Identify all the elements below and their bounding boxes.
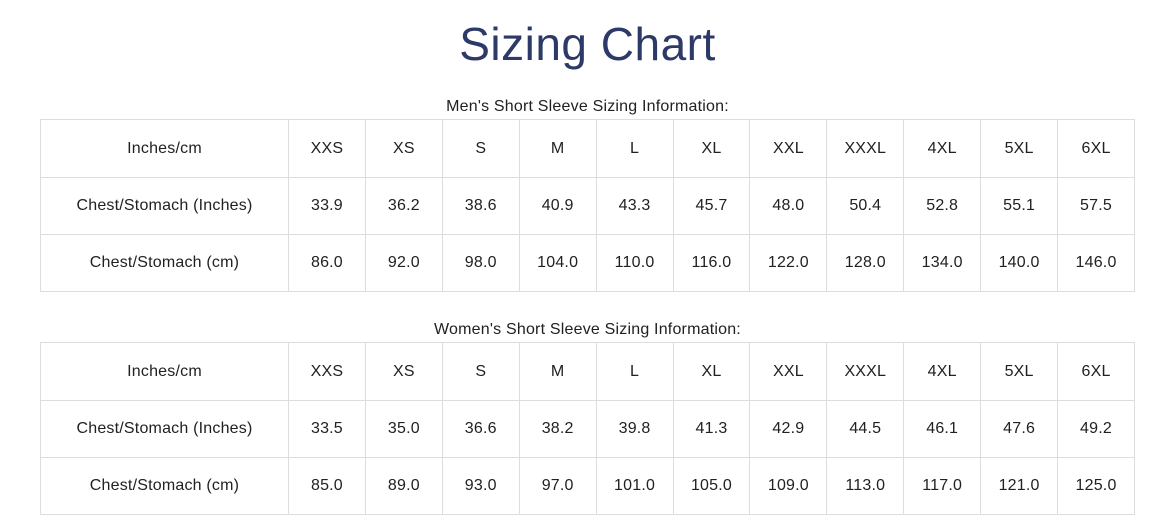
size-value-cell: 104.0 xyxy=(518,234,597,292)
size-value-cell: 49.2 xyxy=(1057,400,1135,458)
womens-sizing-table: Inches/cm XXS XS S M L XL XXL XXXL 4XL 5XL 6XL Chest… xyxy=(40,342,1135,515)
size-value-cell: 44.5 xyxy=(826,400,905,458)
size-value-cell: 89.0 xyxy=(364,457,443,515)
size-value-cell: 48.0 xyxy=(749,177,828,235)
size-value-cell: 128.0 xyxy=(826,234,905,292)
size-column-header: S xyxy=(441,342,520,401)
size-value-cell: 92.0 xyxy=(364,234,443,292)
size-value-cell: 122.0 xyxy=(749,234,828,292)
size-column-header: 4XL xyxy=(903,119,982,178)
size-value-cell: 101.0 xyxy=(595,457,674,515)
size-value-cell: 38.6 xyxy=(441,177,520,235)
mens-sizing-section: Men's Short Sleeve Sizing Information: I… xyxy=(40,97,1135,292)
size-value-cell: 45.7 xyxy=(672,177,751,235)
row-label: Chest/Stomach (cm) xyxy=(40,234,289,292)
size-value-cell: 125.0 xyxy=(1057,457,1135,515)
row-label: Chest/Stomach (Inches) xyxy=(40,400,289,458)
size-value-cell: 98.0 xyxy=(441,234,520,292)
size-column-header: XL xyxy=(672,342,751,401)
table-row: Chest/Stomach (cm) 85.0 89.0 93.0 97.0 101.0 1… xyxy=(40,457,1135,515)
size-column-header: S xyxy=(441,119,520,178)
size-value-cell: 146.0 xyxy=(1057,234,1135,292)
mens-section-heading: Men's Short Sleeve Sizing Information: xyxy=(446,98,729,115)
units-column-header: Inches/cm xyxy=(40,342,289,401)
header-row: Inches/cm XXS XS S M L XL XXL XXXL 4XL 5XL 6XL xyxy=(40,342,1135,401)
size-column-header: XS xyxy=(364,119,443,178)
womens-sizing-section: Women's Short Sleeve Sizing Information:… xyxy=(40,320,1135,515)
table-row: Chest/Stomach (Inches) 33.9 36.2 38.6 40.9 43… xyxy=(40,177,1135,235)
size-value-cell: 38.2 xyxy=(518,400,597,458)
size-value-cell: 46.1 xyxy=(903,400,982,458)
size-value-cell: 105.0 xyxy=(672,457,751,515)
mens-sizing-table: Inches/cm XXS XS S M L XL XXL XXXL 4XL 5XL 6XL Chest… xyxy=(40,119,1135,292)
size-value-cell: 57.5 xyxy=(1057,177,1135,235)
size-value-cell: 47.6 xyxy=(980,400,1059,458)
row-label: Chest/Stomach (cm) xyxy=(40,457,289,515)
size-value-cell: 35.0 xyxy=(364,400,443,458)
size-value-cell: 36.6 xyxy=(441,400,520,458)
size-value-cell: 41.3 xyxy=(672,400,751,458)
size-value-cell: 85.0 xyxy=(288,457,366,515)
size-value-cell: 42.9 xyxy=(749,400,828,458)
size-column-header: XS xyxy=(364,342,443,401)
size-value-cell: 110.0 xyxy=(595,234,674,292)
size-value-cell: 43.3 xyxy=(595,177,674,235)
size-column-header: 5XL xyxy=(980,119,1059,178)
size-column-header: XXXL xyxy=(826,119,905,178)
size-value-cell: 55.1 xyxy=(980,177,1059,235)
size-value-cell: 33.5 xyxy=(288,400,366,458)
size-value-cell: 97.0 xyxy=(518,457,597,515)
size-value-cell: 113.0 xyxy=(826,457,905,515)
size-value-cell: 134.0 xyxy=(903,234,982,292)
size-column-header: XL xyxy=(672,119,751,178)
table-row: Chest/Stomach (Inches) 33.5 35.0 36.6 38.2 39… xyxy=(40,400,1135,458)
page-title: Sizing Chart xyxy=(459,18,716,70)
size-column-header: XXS xyxy=(288,119,366,178)
size-value-cell: 33.9 xyxy=(288,177,366,235)
units-column-header: Inches/cm xyxy=(40,119,289,178)
size-column-header: M xyxy=(518,119,597,178)
sizing-chart-page: Sizing Chart Men's Short Sleeve Sizing I… xyxy=(0,16,1152,532)
size-column-header: L xyxy=(595,119,674,178)
womens-section-heading: Women's Short Sleeve Sizing Information: xyxy=(434,321,741,338)
size-value-cell: 140.0 xyxy=(980,234,1059,292)
size-value-cell: 86.0 xyxy=(288,234,366,292)
row-label: Chest/Stomach (Inches) xyxy=(40,177,289,235)
size-value-cell: 50.4 xyxy=(826,177,905,235)
size-column-header: 6XL xyxy=(1057,342,1135,401)
size-value-cell: 93.0 xyxy=(441,457,520,515)
size-column-header: 6XL xyxy=(1057,119,1135,178)
size-value-cell: 36.2 xyxy=(364,177,443,235)
size-column-header: 4XL xyxy=(903,342,982,401)
table-row: Chest/Stomach (cm) 86.0 92.0 98.0 104.0 110.0… xyxy=(40,234,1135,292)
size-value-cell: 116.0 xyxy=(672,234,751,292)
size-column-header: XXXL xyxy=(826,342,905,401)
size-value-cell: 40.9 xyxy=(518,177,597,235)
size-column-header: 5XL xyxy=(980,342,1059,401)
size-column-header: XXL xyxy=(749,342,828,401)
size-column-header: L xyxy=(595,342,674,401)
size-value-cell: 109.0 xyxy=(749,457,828,515)
size-value-cell: 52.8 xyxy=(903,177,982,235)
header-row: Inches/cm XXS XS S M L XL XXL XXXL 4XL 5XL 6XL xyxy=(40,119,1135,178)
size-value-cell: 121.0 xyxy=(980,457,1059,515)
size-column-header: XXS xyxy=(288,342,366,401)
size-value-cell: 117.0 xyxy=(903,457,982,515)
size-column-header: M xyxy=(518,342,597,401)
size-value-cell: 39.8 xyxy=(595,400,674,458)
size-column-header: XXL xyxy=(749,119,828,178)
